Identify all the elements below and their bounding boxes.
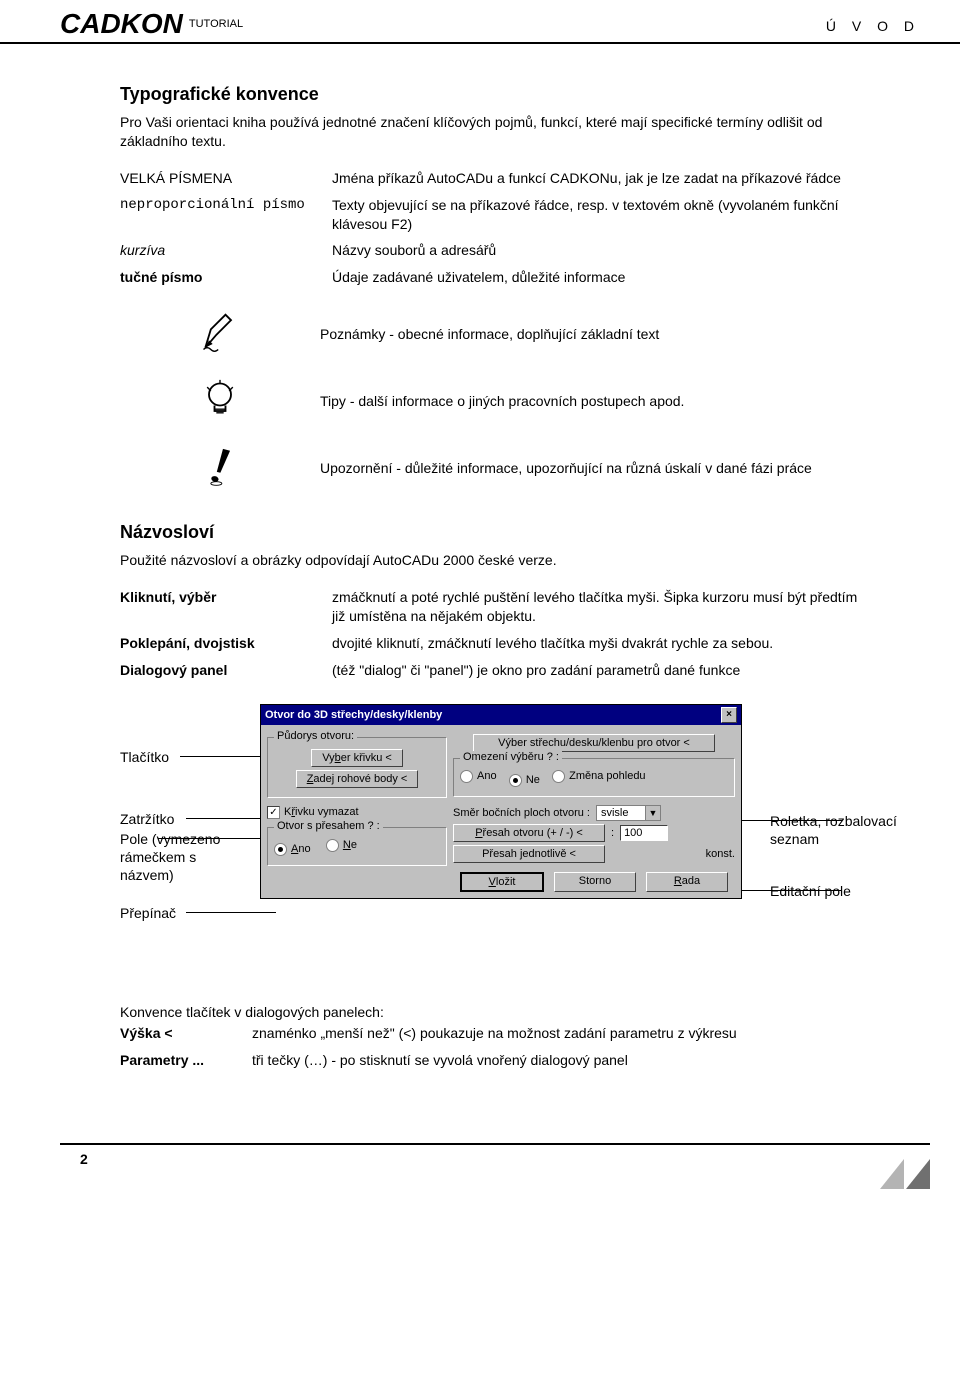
desc: Jména příkazů AutoCADu a funkcí CADKONu,…: [332, 165, 880, 192]
table-row: Parametry ... tři tečky (…) - po stisknu…: [120, 1047, 880, 1074]
table-row: tučné písmo Údaje zadávané uživatelem, d…: [120, 264, 880, 291]
page-header: CADKON TUTORIAL Ú V O D: [0, 0, 960, 44]
term: Poklepání, dvojstisk: [120, 630, 332, 657]
groupbox-title: Omezení výběru ? :: [460, 751, 562, 763]
icon-text-warning: Upozornění - důležité informace, upozorň…: [320, 459, 880, 478]
vlozit-button[interactable]: Vložit: [460, 872, 544, 892]
label-zatrzitko: Zatržítko: [120, 810, 174, 828]
desc: zmáčknutí a poté rychlé puštění levého t…: [332, 584, 880, 630]
section-intro-terminology: Použité názvosloví a obrázky odpovídají …: [120, 551, 880, 570]
radio-ne[interactable]: Ne: [326, 839, 357, 852]
label-editacni: Editační pole: [770, 882, 851, 900]
section-intro-typographic: Pro Vaši orientaci kniha používá jednotn…: [120, 113, 880, 151]
leader-line: [158, 838, 260, 839]
storno-button[interactable]: Storno: [554, 872, 636, 892]
leader-line: [186, 912, 276, 913]
page-number: 2: [80, 1151, 88, 1167]
checkbox-label: Křivku vymazat: [284, 806, 359, 818]
tutorial-label: TUTORIAL: [189, 18, 243, 30]
section-title-typographic: Typografické konvence: [120, 84, 880, 105]
logo: CADKON: [60, 8, 183, 40]
desc: Názvy souborů a adresářů: [332, 237, 880, 264]
smer-label: Směr bočních ploch otvoru :: [453, 807, 590, 819]
bulb-icon: [198, 378, 242, 422]
term-italic: kurzíva: [120, 237, 332, 264]
vyber-strechu-button[interactable]: Výber střechu/desku/klenbu pro otvor <: [473, 734, 715, 752]
groupbox-omezeni: Omezení výběru ? : Ano Ne Změna pohledu: [453, 758, 735, 797]
term: Parametry ...: [120, 1047, 252, 1074]
section-title-terminology: Názvosloví: [120, 522, 880, 543]
groupbox-title: Otvor s přesahem ? :: [274, 820, 383, 832]
terminology-table: Kliknutí, výběr zmáčknutí a poté rychlé …: [120, 584, 880, 684]
radio-ano[interactable]: Ano: [274, 843, 311, 856]
desc: Texty objevující se na příkazové řádce, …: [332, 192, 880, 238]
icon-text-tip: Tipy - další informace o jiných pracovní…: [320, 392, 880, 411]
krivku-vymazat-checkbox[interactable]: ✓ Křivku vymazat: [267, 806, 359, 819]
label-tlacitko: Tlačítko: [120, 748, 169, 766]
leader-line: [742, 890, 842, 891]
radio-omez-ano[interactable]: Ano: [460, 770, 497, 783]
smer-select[interactable]: svisle ▼: [596, 805, 661, 821]
vyber-krivku-button[interactable]: Vyber křivku <: [311, 749, 403, 767]
typographic-conventions-table: VELKÁ PÍSMENA Jména příkazů AutoCADu a f…: [120, 165, 880, 291]
table-row: VELKÁ PÍSMENA Jména příkazů AutoCADu a f…: [120, 165, 880, 192]
zadej-body-button[interactable]: Zadej rohové body <: [296, 770, 419, 788]
desc: Údaje zadávané uživatelem, důležité info…: [332, 264, 880, 291]
icon-row-note: Poznámky - obecné informace, doplňující …: [120, 311, 880, 358]
desc: dvojité kliknutí, zmáčknutí levého tlačí…: [332, 630, 880, 657]
leader-line: [742, 820, 842, 821]
groupbox-pudorys: Půdorys otvoru: Vyber křivku < Zadej roh…: [267, 737, 447, 798]
icon-row-warning: Upozornění - důležité informace, upozorň…: [120, 445, 880, 492]
table-row: Výška < znaménko „menší než" (<) poukazu…: [120, 1020, 880, 1047]
term: Dialogový panel: [120, 657, 332, 684]
groupbox-presah: Otvor s přesahem ? : Ano Ne: [267, 827, 447, 866]
icon-row-tip: Tipy - další informace o jiných pracovní…: [120, 378, 880, 425]
table-row: Dialogový panel (též "dialog" či "panel"…: [120, 657, 880, 684]
close-icon[interactable]: ×: [721, 707, 737, 723]
term-bold: tučné písmo: [120, 264, 332, 291]
konst-label: konst.: [706, 848, 735, 860]
desc: znaménko „menší než" (<) poukazuje na mo…: [252, 1020, 880, 1047]
radio-omez-zmena[interactable]: Změna pohledu: [552, 770, 645, 783]
term: Kliknutí, výběr: [120, 584, 332, 630]
table-row: Poklepání, dvojstisk dvojité kliknutí, z…: [120, 630, 880, 657]
rada-button[interactable]: Rada: [646, 872, 728, 892]
footer-triangle-icon: [880, 1159, 930, 1189]
radio-omez-ne[interactable]: Ne: [509, 774, 540, 787]
dialog-titlebar: Otvor do 3D střechy/desky/klenby ×: [261, 705, 741, 725]
section-label: Ú V O D: [816, 14, 930, 38]
icon-text-note: Poznámky - obecné informace, doplňující …: [320, 325, 880, 344]
exclaim-icon: [198, 445, 242, 489]
leader-line: [180, 756, 260, 757]
page-footer: 2: [0, 1143, 960, 1183]
conventions-intro: Konvence tlačítek v dialogových panelech…: [120, 1004, 880, 1020]
groupbox-title: Půdorys otvoru:: [274, 730, 357, 742]
table-row: Kliknutí, výběr zmáčknutí a poté rychlé …: [120, 584, 880, 630]
term-mono: neproporcionální písmo: [120, 192, 332, 238]
table-row: kurzíva Názvy souborů a adresářů: [120, 237, 880, 264]
dialog-title: Otvor do 3D střechy/desky/klenby: [265, 709, 442, 721]
presah-input[interactable]: 100: [620, 825, 668, 841]
conventions-table: Výška < znaménko „menší než" (<) poukazu…: [120, 1020, 880, 1074]
chevron-down-icon: ▼: [645, 806, 660, 820]
presah-jednotlive-button[interactable]: Přesah jednotlivě <: [453, 845, 605, 863]
leader-line: [186, 818, 260, 819]
desc: tři tečky (…) - po stisknutí se vyvolá v…: [252, 1047, 880, 1074]
table-row: neproporcionální písmo Texty objevující …: [120, 192, 880, 238]
desc: (též "dialog" či "panel") je okno pro za…: [332, 657, 880, 684]
term: Výška <: [120, 1020, 252, 1047]
label-roletka: Roletka, rozbalovací seznam: [770, 812, 940, 848]
pen-icon: [198, 311, 242, 355]
label-prepinac: Přepínač: [120, 904, 176, 922]
presah-otvoru-button[interactable]: Přesah otvoru (+ / -) <: [453, 824, 605, 842]
term-caps: VELKÁ PÍSMENA: [120, 165, 332, 192]
dialog-window: Otvor do 3D střechy/desky/klenby × Půdor…: [260, 704, 742, 899]
